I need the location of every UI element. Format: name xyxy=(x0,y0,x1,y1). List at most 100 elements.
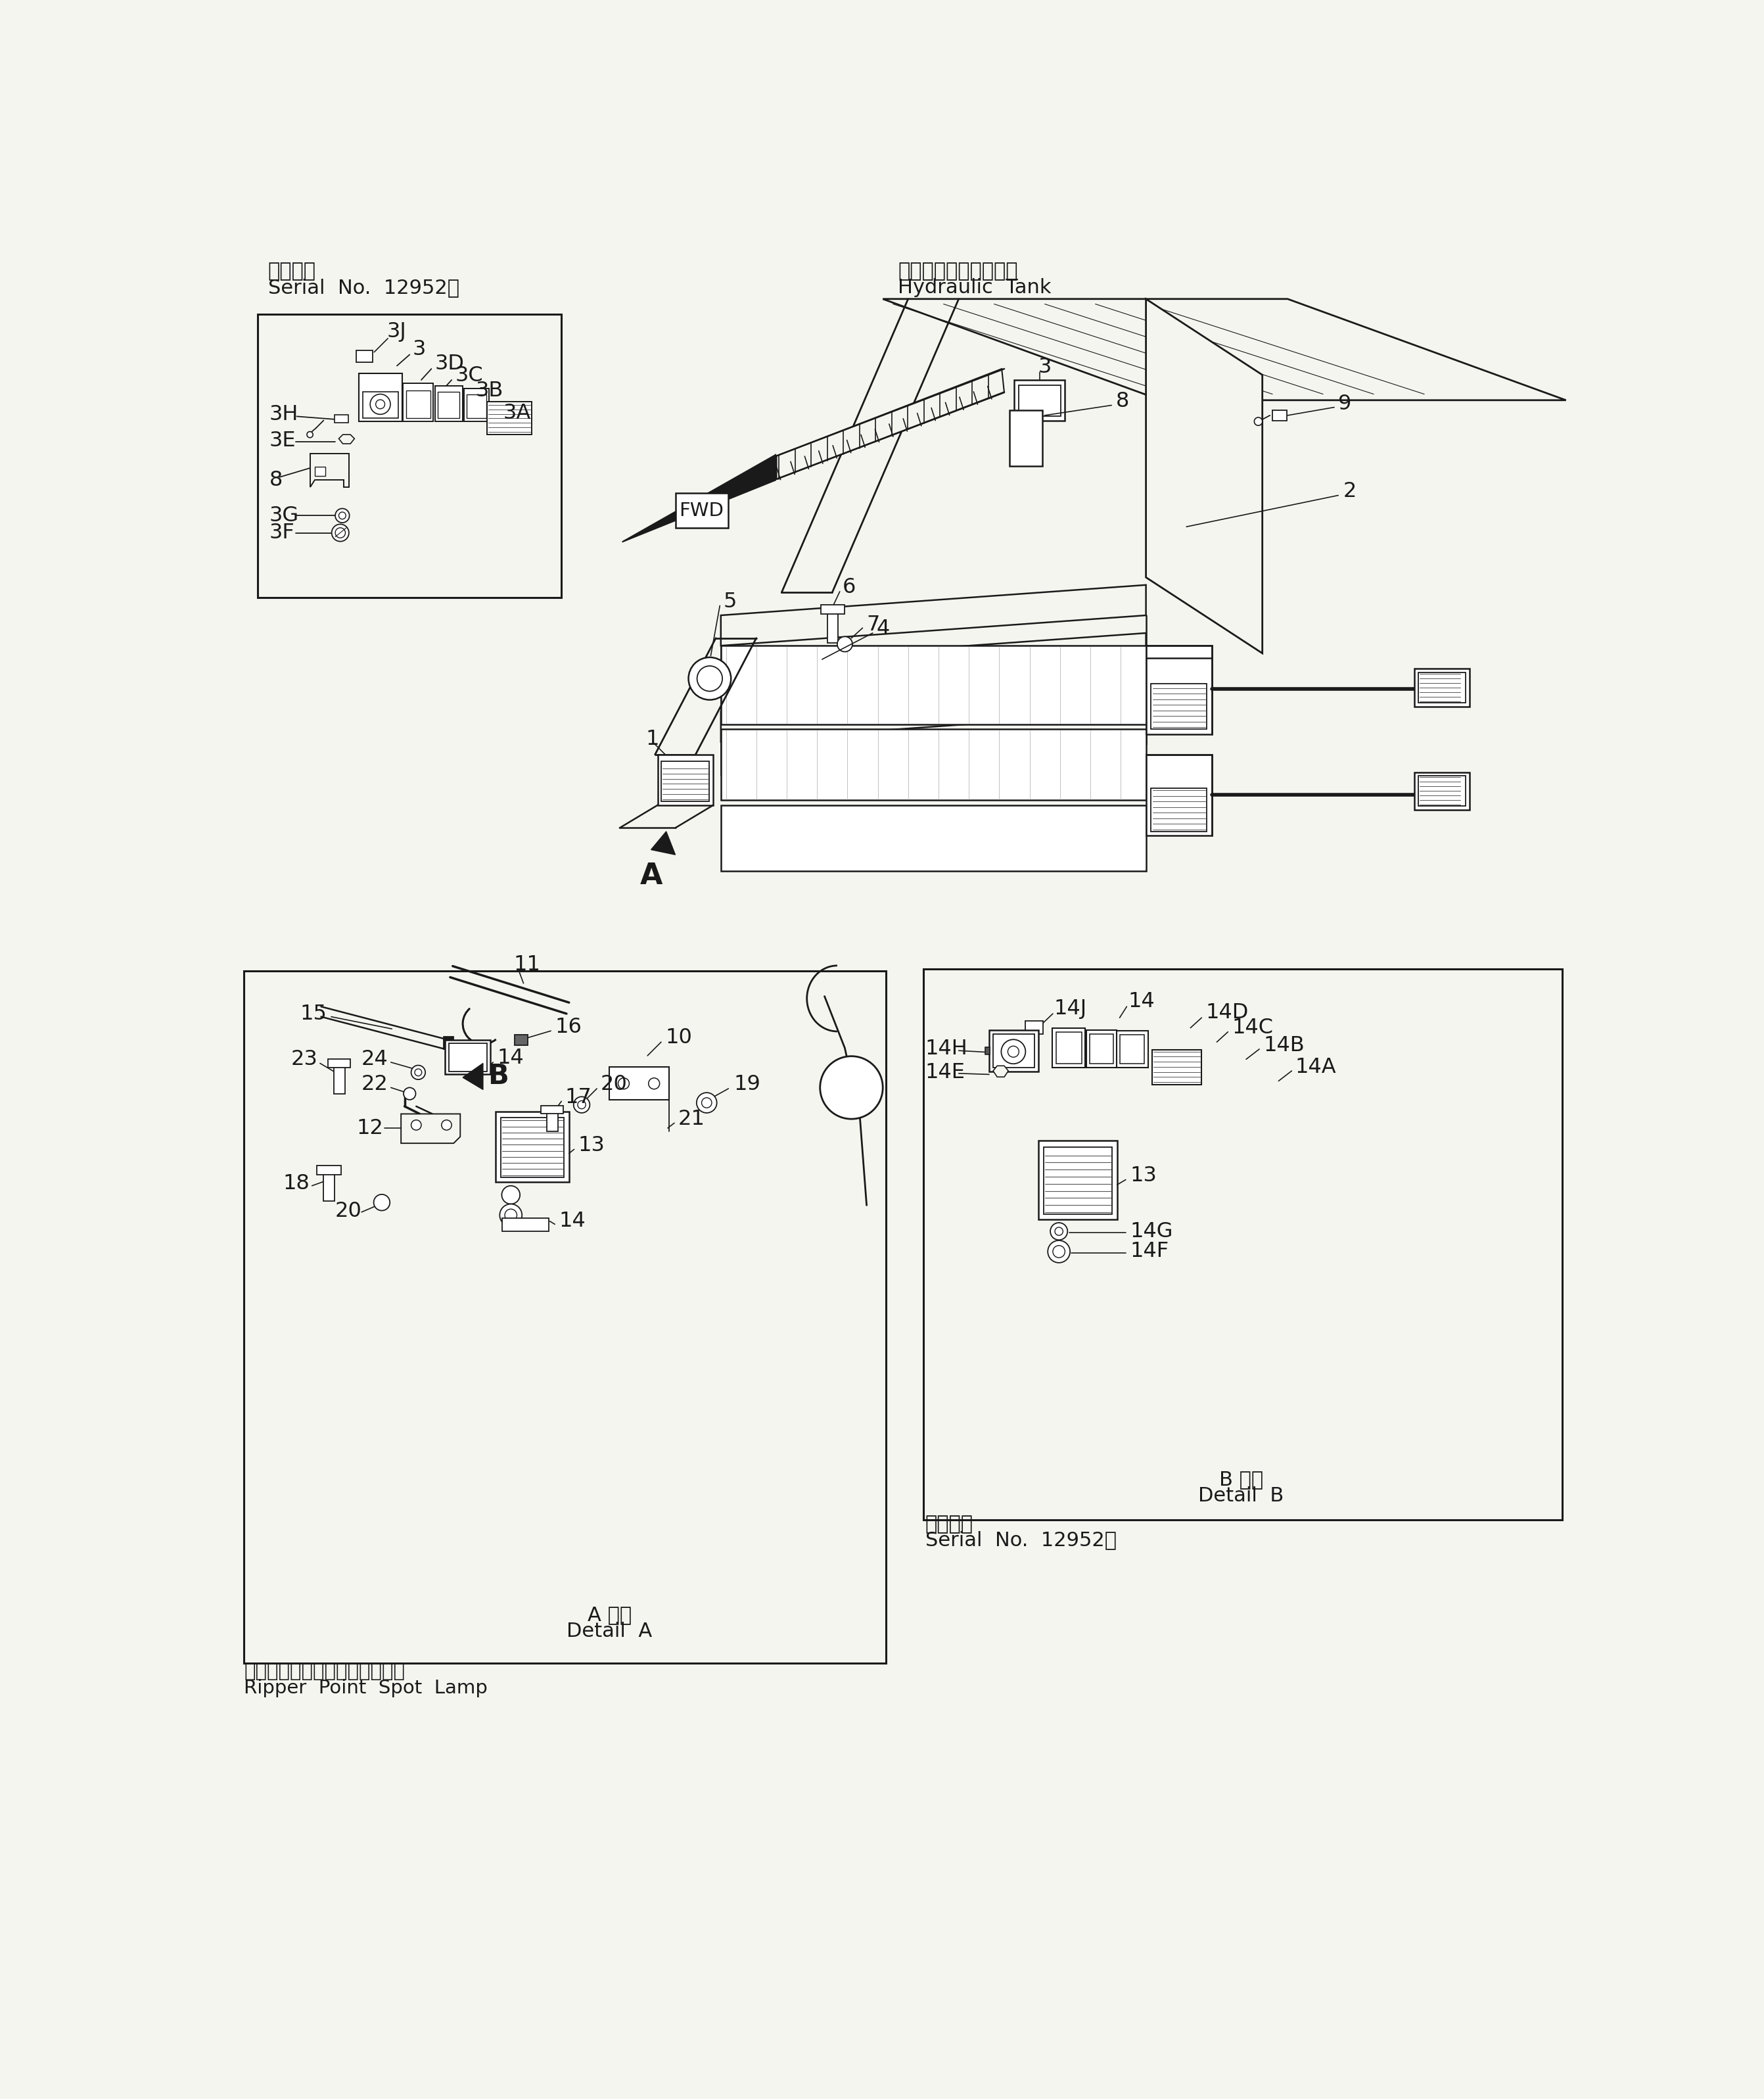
Text: 3E: 3E xyxy=(270,430,296,451)
Bar xyxy=(662,762,709,802)
Circle shape xyxy=(415,1068,422,1077)
Text: 3: 3 xyxy=(1037,357,1051,378)
Bar xyxy=(1272,409,1286,420)
Polygon shape xyxy=(623,455,776,542)
Circle shape xyxy=(411,1066,425,1079)
Bar xyxy=(323,1171,335,1201)
Text: 適用号機: 適用号機 xyxy=(926,1513,974,1534)
Bar xyxy=(437,393,460,418)
Text: 20: 20 xyxy=(600,1075,628,1096)
Text: Serial  No.  12952～: Serial No. 12952～ xyxy=(268,279,459,298)
Circle shape xyxy=(307,432,312,439)
Bar xyxy=(316,466,325,476)
Bar xyxy=(243,970,886,1662)
Text: B 詳細: B 詳細 xyxy=(1219,1469,1263,1488)
Bar xyxy=(333,1064,344,1094)
Circle shape xyxy=(339,512,346,518)
Bar xyxy=(658,754,713,806)
Bar xyxy=(360,374,402,422)
Bar xyxy=(721,646,1147,724)
Bar xyxy=(1117,1031,1148,1066)
Polygon shape xyxy=(339,434,355,443)
Text: 16: 16 xyxy=(556,1016,582,1037)
Bar xyxy=(318,1165,340,1175)
Circle shape xyxy=(1055,1228,1064,1236)
Bar xyxy=(333,416,348,424)
Text: 14E: 14E xyxy=(926,1062,965,1083)
Bar xyxy=(402,384,434,422)
Text: 3D: 3D xyxy=(436,353,464,374)
Bar xyxy=(258,315,561,598)
Text: 6: 6 xyxy=(843,577,856,598)
Text: 14C: 14C xyxy=(1231,1018,1274,1039)
Circle shape xyxy=(335,508,349,523)
Bar xyxy=(1147,646,1212,735)
Text: 7: 7 xyxy=(866,615,880,636)
Circle shape xyxy=(411,1121,422,1129)
Bar xyxy=(467,395,487,418)
Text: ハイドロリックタンク: ハイドロリックタンク xyxy=(898,262,1018,281)
Polygon shape xyxy=(310,453,349,487)
Circle shape xyxy=(332,525,349,542)
Circle shape xyxy=(702,1098,711,1108)
Circle shape xyxy=(697,665,723,691)
Polygon shape xyxy=(721,634,1147,695)
Circle shape xyxy=(501,1186,520,1205)
Circle shape xyxy=(1050,1224,1067,1241)
Text: 適用号機: 適用号機 xyxy=(268,262,316,281)
Text: 8: 8 xyxy=(1115,390,1129,411)
Polygon shape xyxy=(882,298,1566,401)
Text: A: A xyxy=(640,863,663,890)
Bar xyxy=(1150,684,1207,728)
Bar xyxy=(990,1031,1039,1070)
Circle shape xyxy=(838,636,852,653)
Text: 4: 4 xyxy=(877,619,891,640)
Text: 24: 24 xyxy=(362,1050,388,1068)
Text: リッパポイントスポットランプ: リッパポイントスポットランプ xyxy=(243,1662,406,1681)
Text: 23: 23 xyxy=(291,1050,318,1068)
Bar xyxy=(827,611,838,642)
Bar xyxy=(503,1217,549,1232)
Bar xyxy=(542,1106,563,1115)
Text: Ripper  Point  Spot  Lamp: Ripper Point Spot Lamp xyxy=(243,1679,489,1698)
Text: 3F: 3F xyxy=(270,523,295,544)
Bar xyxy=(1044,1146,1111,1213)
Text: 5: 5 xyxy=(723,592,737,611)
Bar xyxy=(515,1035,527,1045)
Text: 14: 14 xyxy=(1129,991,1155,1012)
Circle shape xyxy=(376,399,385,409)
Circle shape xyxy=(342,434,349,443)
Circle shape xyxy=(374,1194,390,1211)
Bar xyxy=(820,605,845,613)
Text: 3H: 3H xyxy=(270,405,298,424)
Circle shape xyxy=(617,1079,630,1089)
Bar xyxy=(363,393,399,418)
Text: FWD: FWD xyxy=(679,502,723,521)
Text: 13: 13 xyxy=(1129,1165,1157,1186)
Circle shape xyxy=(577,1100,586,1108)
Text: 14D: 14D xyxy=(1205,1003,1249,1022)
Circle shape xyxy=(1053,1245,1065,1257)
Bar xyxy=(1009,409,1043,466)
Bar xyxy=(547,1110,557,1131)
Bar xyxy=(406,390,430,418)
Bar xyxy=(1014,380,1065,420)
Bar xyxy=(1053,1029,1085,1066)
Text: 2: 2 xyxy=(1344,481,1357,502)
Bar xyxy=(356,351,372,363)
Polygon shape xyxy=(651,831,676,854)
Bar xyxy=(1415,772,1469,810)
Bar xyxy=(923,970,1561,1520)
Circle shape xyxy=(335,527,346,537)
Polygon shape xyxy=(1147,298,1263,653)
Polygon shape xyxy=(721,680,1147,741)
Bar xyxy=(445,1039,490,1075)
Text: 13: 13 xyxy=(579,1136,605,1154)
Text: 3J: 3J xyxy=(386,321,406,342)
Text: Detail  A: Detail A xyxy=(566,1623,653,1641)
Bar xyxy=(1018,384,1060,416)
Bar xyxy=(721,806,1147,871)
Text: 14B: 14B xyxy=(1263,1035,1305,1056)
Bar xyxy=(1415,667,1469,707)
Circle shape xyxy=(441,1121,452,1129)
